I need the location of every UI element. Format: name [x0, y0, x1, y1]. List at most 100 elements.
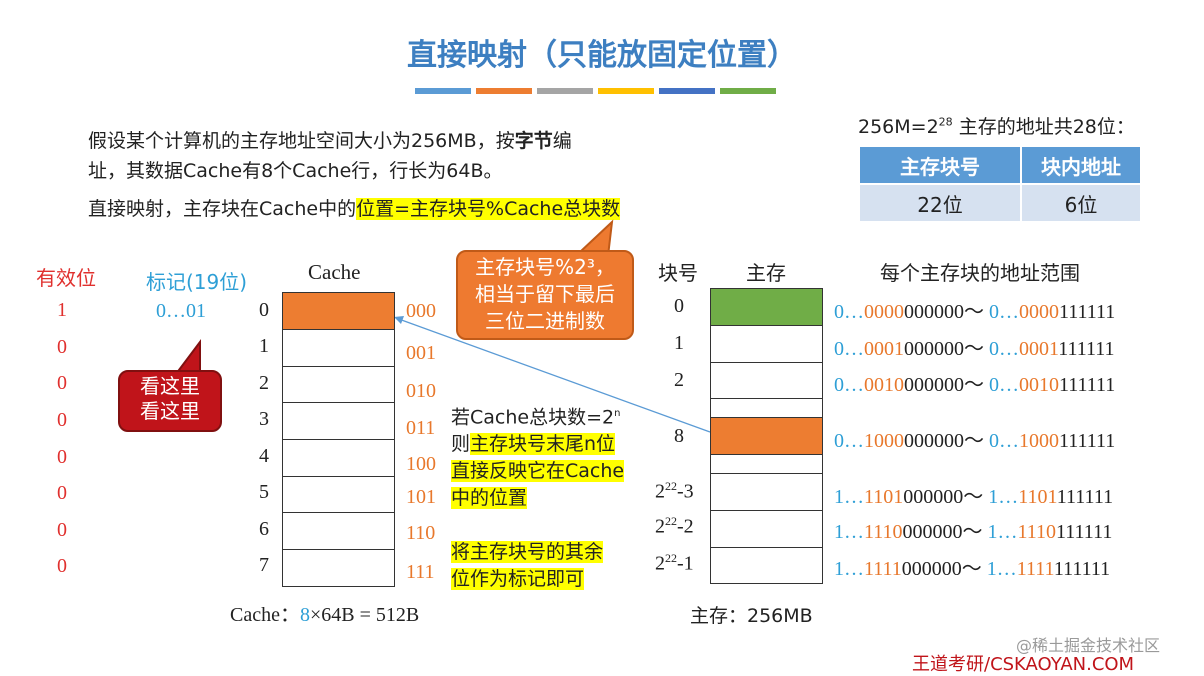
address-range-row: 0…0010000000～ 0…0010111111 — [834, 368, 1115, 397]
cache-index: 2 — [259, 372, 269, 394]
range-offset-bits: 000000～ — [904, 301, 989, 323]
block-number-exponent: 22 — [665, 551, 677, 565]
block-number-offset: -3 — [677, 480, 694, 503]
block-offset-bits: 6位 — [1020, 183, 1142, 223]
memory-block — [710, 510, 823, 548]
cache-index: 4 — [259, 445, 269, 467]
cache-index: 0 — [259, 299, 269, 321]
address-range-row: 1…1111000000～ 1…1111111111 — [834, 552, 1110, 581]
block-number: 2 — [674, 369, 684, 391]
memory-block — [710, 473, 823, 511]
block-number-exponent: 22 — [665, 479, 677, 493]
cache-binary-index: 011 — [406, 417, 436, 439]
note-spacer — [451, 512, 624, 539]
valid-bit: 0 — [57, 372, 67, 394]
color-bar-gray — [537, 88, 593, 94]
range-offset-bits: 000000～ — [904, 374, 989, 396]
range-block-bits: 0001 — [1019, 338, 1059, 360]
range-prefix: 0… — [989, 374, 1019, 396]
range-prefix: 1… — [834, 521, 864, 543]
block-number-base: 2 — [655, 552, 665, 575]
note-line-2: 则主存块号末尾n位 — [451, 431, 624, 458]
memory-block — [710, 417, 823, 455]
cache-size-footer: Cache：8×64B = 512B — [230, 598, 419, 627]
note-exponent: n — [614, 408, 621, 419]
cache-header: Cache — [308, 260, 361, 284]
note-line-5-highlight: 将主存块号的其余 — [451, 541, 604, 564]
main-memory-header: 主存 — [746, 261, 786, 285]
red-callout: 看这里 看这里 — [118, 370, 222, 432]
address-range-row: 0…1000000000～ 0…1000111111 — [834, 424, 1115, 453]
range-offset-bits: 111111 — [1054, 558, 1111, 580]
watermark: @稀土掘金技术社区 — [1016, 636, 1161, 655]
note-line-3-highlight: 直接反映它在Cache — [451, 460, 625, 483]
range-prefix: 0… — [989, 430, 1019, 452]
memory-block — [710, 325, 823, 363]
note-line-5: 将主存块号的其余 — [451, 539, 624, 566]
block-number-base: 2 — [655, 480, 665, 503]
note-line-4: 中的位置 — [451, 485, 624, 512]
block-number-offset: -1 — [677, 552, 694, 575]
cache-line — [282, 366, 395, 403]
cache-line — [282, 439, 395, 477]
cache-binary-index: 100 — [406, 453, 436, 475]
block-number: 0 — [674, 295, 684, 317]
range-offset-bits: 000000～ — [903, 486, 989, 508]
note-line-2-highlight: 主存块号末尾n位 — [470, 433, 616, 456]
range-prefix: 0… — [834, 430, 864, 452]
mapping-formula: 位置=主存块号%Cache总块数 — [356, 198, 621, 220]
range-block-bits: 1111 — [864, 558, 902, 580]
cache-index: 6 — [259, 518, 269, 540]
address-range-row: 0…0000000000～ 0…0000111111 — [834, 295, 1115, 324]
cache-line — [282, 476, 395, 513]
address-bits-text: 主存的地址共28位： — [952, 116, 1135, 138]
range-block-bits: 0000 — [1019, 301, 1059, 323]
valid-bit: 0 — [57, 336, 67, 358]
range-offset-bits: 111111 — [1059, 301, 1116, 323]
cache-line — [282, 549, 395, 587]
memory-block — [710, 288, 823, 326]
range-block-bits: 0010 — [864, 374, 904, 396]
memory-block-gap — [710, 454, 823, 474]
cache-footer-size: ×64B = 512B — [309, 604, 420, 626]
orange-callout-line-2: 相当于留下最后 — [475, 282, 615, 306]
cache-footer-count: 8 — [299, 604, 310, 626]
cache-line — [282, 512, 395, 550]
brand-footer: 王道考研/CSKAOYAN.COM — [912, 654, 1135, 675]
note-line-4-highlight: 中的位置 — [451, 487, 528, 510]
note-line-1-text: 若Cache总块数=2 — [451, 406, 615, 429]
block-number-column-header: 块号 — [658, 261, 698, 285]
valid-bit: 0 — [57, 555, 67, 577]
range-prefix: 0… — [989, 301, 1019, 323]
valid-bit: 0 — [57, 446, 67, 468]
color-bar-green — [720, 88, 776, 94]
address-range-row: 1…1110000000～ 1…1110111111 — [834, 515, 1112, 544]
range-block-bits: 1110 — [1017, 521, 1057, 543]
orange-callout-line-1: 主存块号%2³， — [475, 255, 615, 279]
tag-value: 0…01 — [156, 300, 206, 322]
range-block-bits: 1110 — [864, 521, 903, 543]
cache-binary-index: 111 — [406, 561, 435, 583]
block-number: 222-1 — [655, 551, 694, 576]
range-offset-bits: 111111 — [1059, 374, 1116, 396]
main-memory-size-footer: 主存：256MB — [690, 605, 813, 627]
range-offset-bits: 111111 — [1059, 430, 1116, 452]
memory-block-gap — [710, 398, 823, 418]
address-range-row: 0…0001000000～ 0…0001111111 — [834, 332, 1115, 361]
cache-line — [282, 292, 395, 330]
valid-bit: 0 — [57, 519, 67, 541]
intro-emphasis: 字节 — [514, 130, 553, 152]
valid-bit-header: 有效位 — [36, 266, 96, 290]
block-number-header: 主存块号 — [858, 145, 1022, 185]
page-title: 直接映射（只能放固定位置） — [407, 38, 797, 73]
mapping-note: 若Cache总块数=2n 则主存块号末尾n位 直接反映它在Cache 中的位置 … — [451, 400, 625, 593]
intro-line-1: 假设某个计算机的主存地址空间大小为256MB，按字节编 — [88, 126, 572, 153]
range-prefix: 1… — [834, 486, 864, 508]
range-offset-bits: 000000～ — [904, 338, 989, 360]
block-number-exponent: 22 — [665, 514, 677, 528]
block-number-base: 2 — [655, 515, 665, 538]
range-prefix: 1… — [987, 521, 1018, 543]
block-number: 8 — [674, 425, 684, 447]
valid-bit: 1 — [57, 299, 67, 321]
